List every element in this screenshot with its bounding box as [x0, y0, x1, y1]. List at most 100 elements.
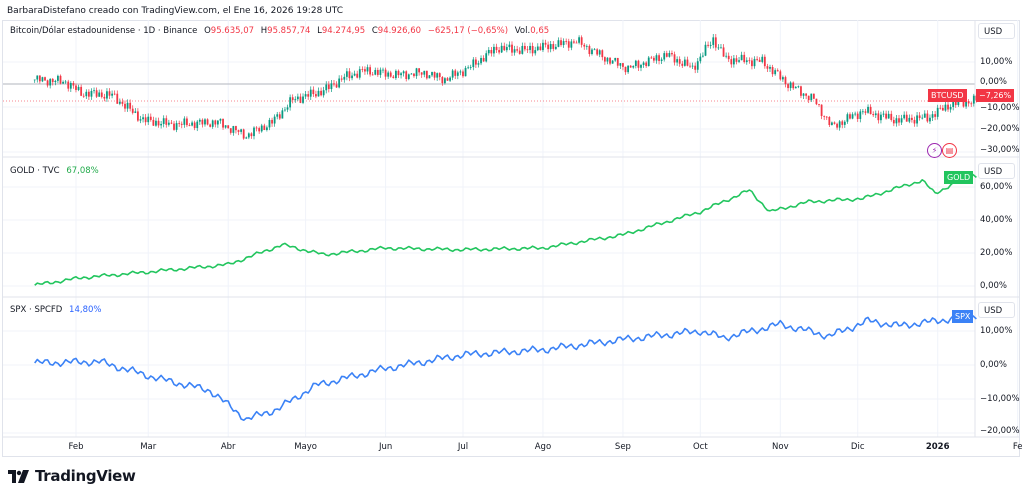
candle: [892, 119, 895, 124]
candle: [521, 45, 524, 54]
candle: [665, 53, 668, 57]
candle: [209, 124, 212, 127]
candle: [794, 86, 797, 89]
candle: [864, 111, 867, 113]
candle: [196, 121, 199, 129]
candle: [276, 114, 279, 117]
candle: [831, 122, 833, 125]
currency-button-spx[interactable]: USD: [978, 302, 1015, 318]
lightning-icon[interactable]: ⚡: [927, 143, 942, 158]
candle: [98, 92, 101, 97]
candle: [258, 128, 261, 132]
candle: [392, 76, 395, 79]
candle: [304, 94, 307, 97]
candle: [420, 72, 423, 75]
candle: [805, 93, 808, 96]
candle: [849, 114, 851, 119]
candle: [54, 80, 57, 83]
candle: [836, 123, 838, 128]
candle: [312, 89, 315, 95]
candle: [885, 113, 887, 119]
candle: [800, 86, 802, 96]
candle: [815, 98, 818, 105]
candle: [333, 83, 335, 85]
btc-tag-symbol: BTCUSD: [931, 91, 964, 100]
candle: [284, 109, 286, 111]
candle: [211, 120, 214, 127]
candle: [898, 118, 900, 123]
y-tick: 0,00%: [980, 77, 1008, 87]
x-tick: Oct: [692, 442, 708, 452]
candle: [869, 106, 872, 115]
candle: [779, 71, 782, 80]
x-tick: Abr: [220, 442, 236, 452]
candle: [962, 99, 965, 107]
candle: [776, 70, 779, 72]
candle: [278, 114, 281, 119]
candle: [415, 68, 418, 77]
candle: [965, 101, 967, 107]
candle: [696, 61, 699, 70]
candle: [69, 82, 72, 89]
candle: [152, 119, 155, 126]
candle: [395, 70, 397, 79]
candle: [748, 60, 751, 62]
candle: [77, 86, 80, 90]
candle: [67, 81, 70, 89]
candle: [402, 71, 405, 74]
tradingview-logo[interactable]: TradingView: [8, 467, 136, 485]
us-flag-icon[interactable]: ▤: [942, 143, 957, 158]
candle: [949, 106, 952, 110]
candle: [616, 57, 619, 66]
candle: [438, 73, 441, 78]
candle: [116, 93, 119, 104]
candle: [474, 59, 477, 65]
candle: [100, 92, 103, 97]
candle: [585, 45, 588, 47]
candle: [472, 59, 475, 68]
candle: [456, 72, 459, 76]
candle: [250, 133, 253, 137]
candle: [782, 77, 784, 80]
candle: [407, 74, 410, 80]
candle: [374, 69, 377, 75]
candle: [565, 41, 568, 42]
candle: [487, 49, 490, 54]
candle: [410, 73, 413, 75]
candle: [129, 102, 132, 109]
candle: [425, 70, 428, 79]
candle: [934, 114, 937, 117]
candle: [856, 113, 859, 119]
candle: [482, 57, 485, 62]
candle: [149, 116, 152, 120]
candle: [247, 133, 250, 138]
candle: [673, 54, 676, 63]
candle: [155, 120, 157, 126]
candle: [204, 119, 206, 125]
btc-legend: Bitcoin/Dólar estadounidense · 1D · Bina…: [10, 26, 553, 36]
candle: [967, 101, 970, 104]
candle: [606, 57, 609, 62]
candle: [640, 64, 642, 68]
candle: [227, 125, 230, 129]
candle: [774, 70, 777, 75]
chart-frame: [2, 20, 1020, 457]
candle: [562, 41, 565, 46]
low-value: 94.274,95: [321, 26, 366, 36]
btc-price-tag: BTCUSD: [928, 89, 967, 102]
candle: [802, 93, 805, 96]
currency-button-gold[interactable]: USD: [978, 163, 1015, 179]
candle: [722, 47, 725, 57]
candle: [118, 101, 121, 104]
currency-button-btc[interactable]: USD: [978, 23, 1015, 39]
candle: [714, 37, 717, 48]
candle: [490, 49, 493, 54]
candle: [389, 72, 392, 77]
y-tick: 20,00%: [980, 248, 1013, 258]
y-tick: 0,00%: [980, 360, 1008, 370]
candle: [588, 45, 591, 55]
candle: [358, 69, 361, 78]
candle: [771, 67, 774, 75]
candle: [611, 60, 614, 64]
